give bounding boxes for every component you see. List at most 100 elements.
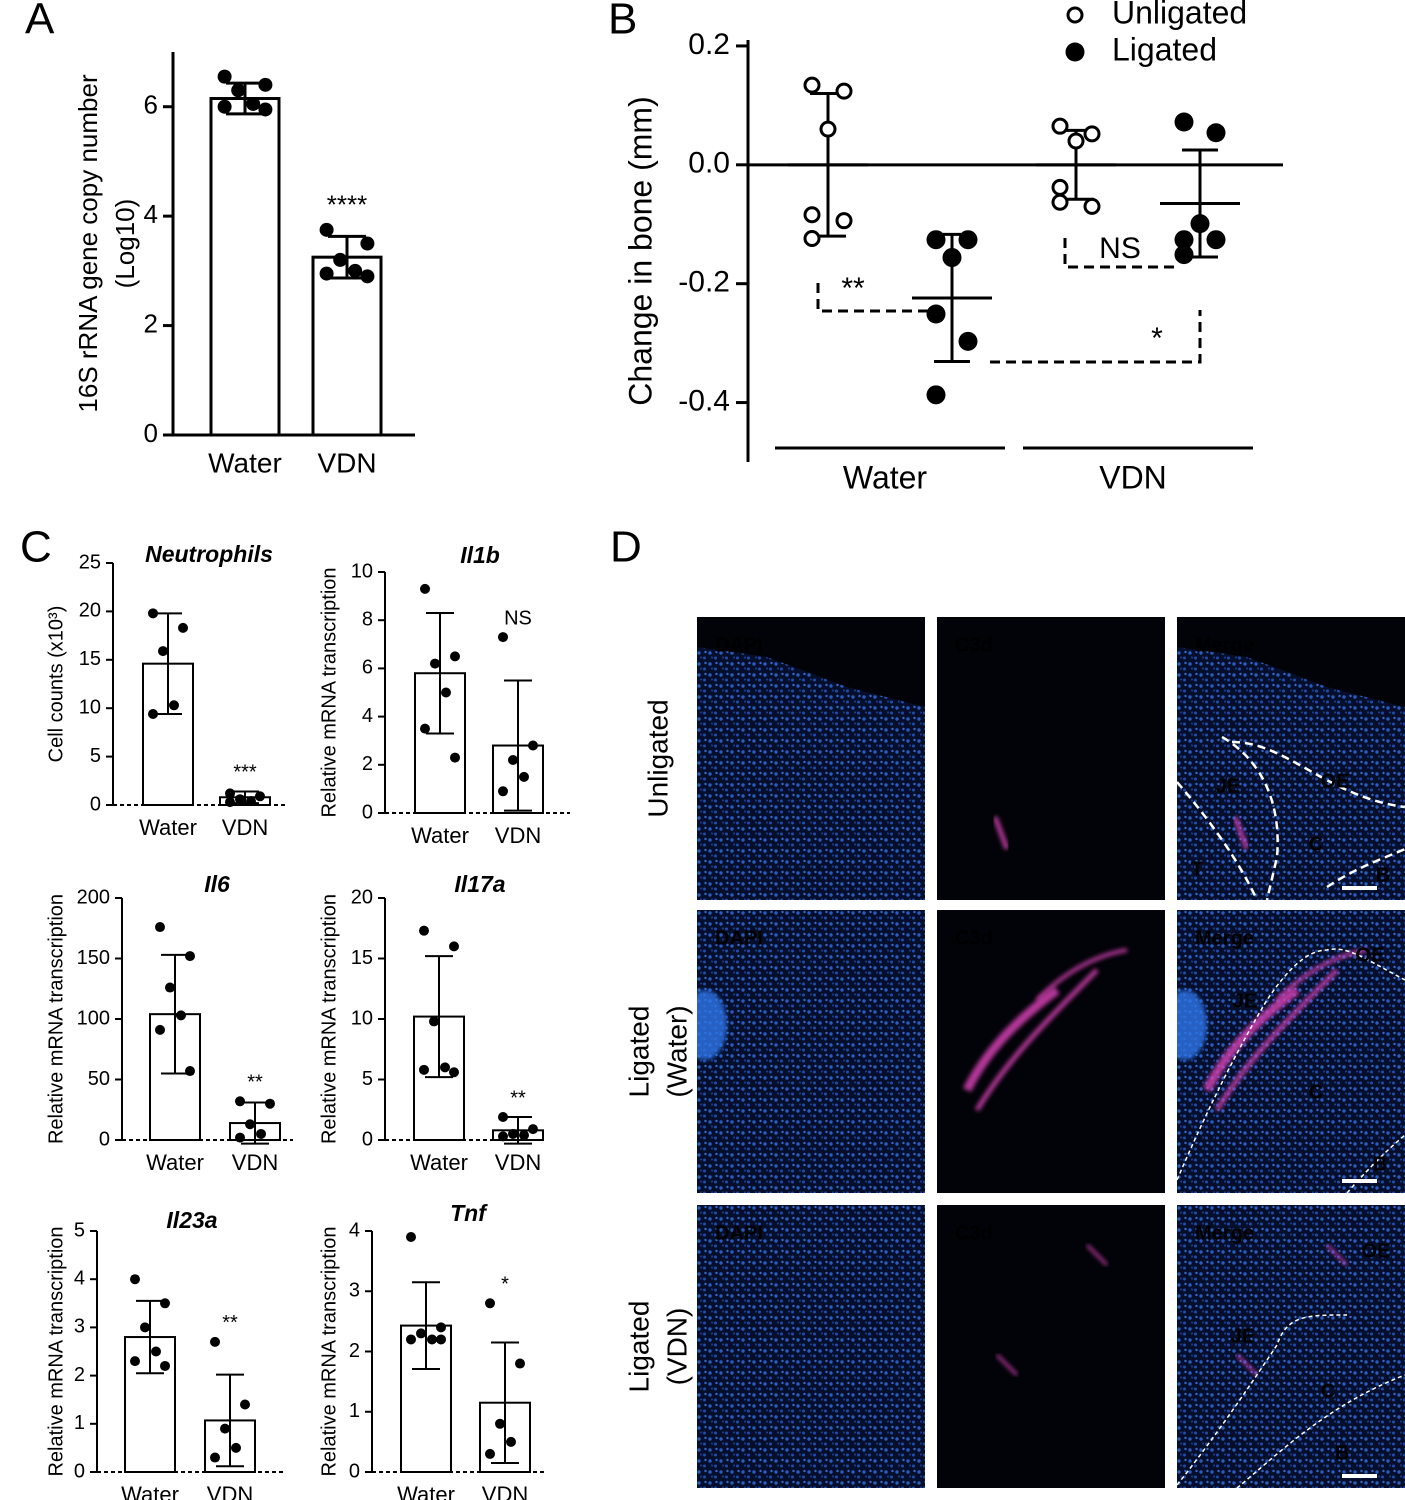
data-point	[217, 69, 232, 84]
dapi-signal	[697, 1205, 925, 1488]
data-point	[178, 622, 188, 633]
data-point	[498, 786, 508, 797]
y-tick-label: 150	[77, 947, 110, 969]
micrograph: C3d	[937, 910, 1165, 1193]
data-point	[1190, 214, 1210, 234]
dapi-signal	[1177, 647, 1405, 900]
data-point	[1206, 230, 1226, 250]
y-tick-label: 4	[349, 1219, 360, 1241]
data-point	[449, 1067, 459, 1078]
y-tick-label: 50	[88, 1068, 110, 1090]
y-tick-label: 2	[144, 308, 158, 338]
data-point	[436, 1334, 446, 1345]
micrograph: OE JE C B Merge	[1177, 1205, 1405, 1488]
c3d-signal	[974, 968, 1099, 1112]
micrograph: JE OE C T B Merge	[1177, 617, 1405, 900]
error-bar	[425, 955, 453, 1079]
data-point	[508, 1128, 518, 1139]
region-label: JE	[1216, 775, 1240, 797]
region-label: JE	[1231, 1325, 1255, 1347]
y-axis-label: Relative mRNA transcription	[45, 1226, 67, 1476]
data-point	[406, 1334, 416, 1345]
data-point	[441, 687, 451, 698]
significance-label: **	[510, 1087, 526, 1109]
data-point	[160, 1360, 170, 1371]
region-label: B	[1335, 1442, 1349, 1464]
region-label: OE	[1356, 944, 1385, 966]
y-tick-label: 2	[74, 1364, 85, 1386]
channel-label: Merge	[1195, 634, 1254, 656]
y-tick-label: 3	[74, 1316, 85, 1338]
data-point	[1083, 125, 1101, 143]
data-point	[258, 102, 273, 117]
data-point	[210, 1336, 220, 1347]
y-tick-label: 100	[77, 1007, 110, 1029]
error-bar	[216, 1373, 244, 1468]
y-tick-label: -0.4	[678, 384, 730, 417]
data-point	[436, 1322, 446, 1333]
micrograph: DAPI	[697, 910, 925, 1193]
comparison-bracket	[1063, 238, 1175, 269]
x-tick-label: Water	[208, 447, 282, 478]
data-point	[803, 76, 821, 94]
region-label: JE	[1233, 990, 1257, 1012]
x-tick-label: Water	[139, 815, 197, 840]
data-point	[835, 212, 853, 230]
x-tick-label: VDN	[495, 823, 541, 848]
data-point	[430, 658, 440, 669]
x-tick-label: VDN	[232, 1150, 278, 1175]
dapi-signal	[697, 910, 925, 1193]
y-tick-label: 10	[79, 696, 101, 718]
data-point	[130, 1274, 140, 1285]
data-point	[155, 922, 165, 933]
data-point	[519, 1130, 529, 1141]
data-point	[1174, 112, 1194, 132]
x-tick-label: Water	[146, 1150, 204, 1175]
y-tick-label: 20	[79, 600, 101, 622]
micrograph: C3d	[937, 617, 1165, 900]
data-point	[926, 385, 946, 405]
significance-label: NS	[1099, 232, 1141, 265]
error-bar	[412, 1281, 440, 1370]
data-point	[319, 222, 334, 237]
data-point	[256, 1128, 266, 1139]
y-tick-label: 3	[349, 1280, 360, 1302]
chart-title: Tnf	[450, 1200, 488, 1226]
channel-label: Merge	[1195, 1222, 1254, 1244]
channel-label: C3d	[955, 927, 993, 949]
error-bar	[136, 1299, 164, 1375]
data-point	[942, 248, 962, 268]
region-label: OE	[1321, 770, 1350, 792]
micrograph: DAPI	[697, 1205, 925, 1488]
y-tick-label: 25	[79, 551, 101, 573]
channel-label: DAPI	[715, 634, 763, 656]
data-point	[1067, 132, 1085, 150]
panel-label: D	[610, 523, 642, 572]
comparison-bracket	[816, 283, 930, 313]
y-tick-label: 5	[74, 1219, 85, 1241]
data-point	[360, 236, 375, 251]
data-point	[225, 788, 235, 799]
c3d-signal	[1325, 1243, 1349, 1267]
significance-label: ***	[233, 762, 257, 784]
data-point	[506, 1436, 516, 1447]
panel-label: B	[608, 0, 637, 44]
y-axis-label: (Log10)	[110, 199, 140, 289]
c3d-signal	[992, 816, 1010, 850]
c3d-signal	[1214, 968, 1339, 1112]
data-point	[1083, 197, 1101, 215]
y-tick-label: 0.0	[688, 147, 730, 180]
y-tick-label: 6	[144, 90, 158, 120]
c3d-signal	[1232, 816, 1250, 850]
channel-label: C3d	[955, 1222, 993, 1244]
x-tick-label: VDN	[482, 1482, 528, 1500]
significance-label: NS	[504, 607, 532, 629]
data-point	[155, 1024, 165, 1035]
chart-title: Neutrophils	[145, 541, 273, 567]
data-point	[835, 82, 853, 100]
region-label: B	[1376, 864, 1390, 886]
chart-title: Il17a	[454, 871, 505, 897]
significance-label: *	[1151, 322, 1163, 355]
x-tick-label: Water	[410, 1150, 468, 1175]
channel-label: DAPI	[715, 927, 763, 949]
